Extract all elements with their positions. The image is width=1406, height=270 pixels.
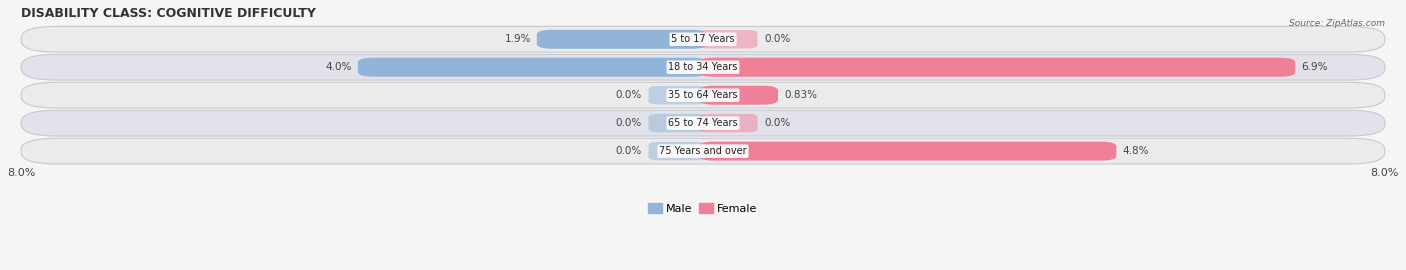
FancyBboxPatch shape	[537, 30, 707, 49]
Text: 0.0%: 0.0%	[616, 146, 641, 156]
Text: 75 Years and over: 75 Years and over	[659, 146, 747, 156]
FancyBboxPatch shape	[21, 110, 1385, 136]
Text: 0.0%: 0.0%	[616, 90, 641, 100]
FancyBboxPatch shape	[648, 86, 706, 104]
FancyBboxPatch shape	[699, 58, 1295, 77]
FancyBboxPatch shape	[700, 30, 758, 49]
FancyBboxPatch shape	[21, 54, 1385, 80]
FancyBboxPatch shape	[648, 142, 706, 160]
FancyBboxPatch shape	[21, 138, 1385, 164]
Text: 0.83%: 0.83%	[785, 90, 817, 100]
FancyBboxPatch shape	[648, 114, 706, 132]
Text: 4.8%: 4.8%	[1122, 146, 1149, 156]
Legend: Male, Female: Male, Female	[644, 199, 762, 218]
Text: 0.0%: 0.0%	[765, 34, 790, 44]
Text: 65 to 74 Years: 65 to 74 Years	[668, 118, 738, 128]
Text: 4.0%: 4.0%	[325, 62, 352, 72]
FancyBboxPatch shape	[699, 141, 1116, 161]
Text: 5 to 17 Years: 5 to 17 Years	[671, 34, 735, 44]
Text: 35 to 64 Years: 35 to 64 Years	[668, 90, 738, 100]
FancyBboxPatch shape	[699, 86, 778, 105]
Text: DISABILITY CLASS: COGNITIVE DIFFICULTY: DISABILITY CLASS: COGNITIVE DIFFICULTY	[21, 7, 316, 20]
Text: 0.0%: 0.0%	[616, 118, 641, 128]
FancyBboxPatch shape	[21, 26, 1385, 52]
Text: 0.0%: 0.0%	[765, 118, 790, 128]
Text: 18 to 34 Years: 18 to 34 Years	[668, 62, 738, 72]
FancyBboxPatch shape	[700, 114, 758, 132]
Text: 6.9%: 6.9%	[1302, 62, 1327, 72]
FancyBboxPatch shape	[357, 58, 707, 77]
Text: Source: ZipAtlas.com: Source: ZipAtlas.com	[1289, 19, 1385, 28]
FancyBboxPatch shape	[21, 82, 1385, 108]
Text: 1.9%: 1.9%	[505, 34, 531, 44]
